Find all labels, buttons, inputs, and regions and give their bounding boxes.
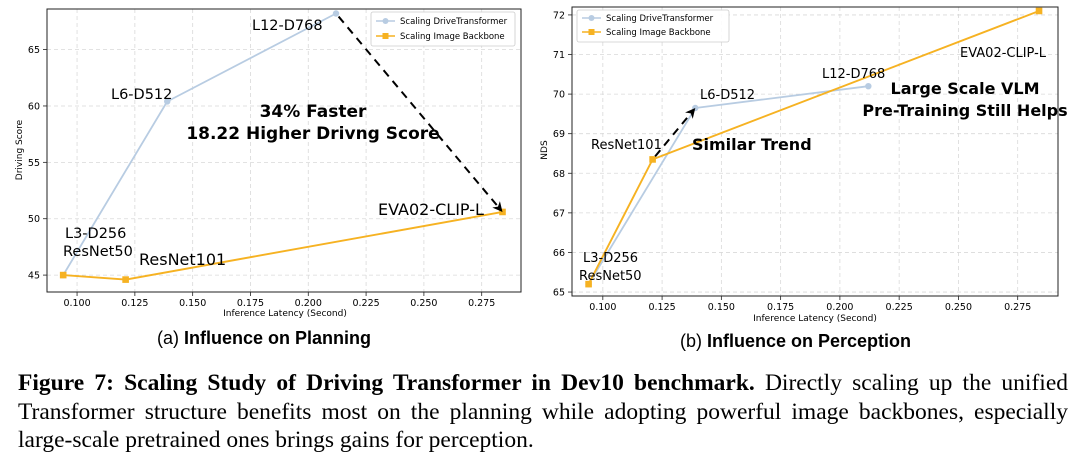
perception-ytick-label: 69 — [553, 129, 565, 140]
planning-xtick-label: 0.225 — [352, 298, 379, 309]
perception-arrow — [654, 107, 696, 157]
perception-backbone-point — [585, 280, 592, 288]
perception-xlabel: Inference Latency (Second) — [753, 314, 877, 324]
perception-label-resnet101: ResNet101 — [591, 138, 662, 153]
perception-ytick-label: 70 — [553, 90, 565, 101]
caption-label: Figure 7: — [18, 370, 125, 396]
caption-title: Scaling Study of Driving Transformer in … — [124, 370, 755, 396]
perception-subcaption-prefix: (b) — [680, 331, 707, 351]
planning-drive-point — [164, 98, 171, 105]
caption-body: Directly scaling up the unified Transfor… — [18, 370, 1068, 453]
planning-plot-frame — [46, 8, 522, 293]
perception-legend-backbone-marker — [588, 29, 595, 35]
planning-legend-backbone-marker — [382, 33, 389, 39]
planning-ytick-label: 60 — [28, 101, 40, 112]
perception-subcaption-title: Influence on Perception — [707, 331, 911, 351]
planning-label-l12-d768: L12-D768 — [252, 18, 323, 34]
perception-xtick-label: 0.125 — [648, 302, 675, 313]
figure-caption: Figure 7: Scaling Study of Driving Trans… — [18, 369, 1068, 455]
planning-xtick-label: 0.175 — [237, 298, 264, 309]
planning-label-l6-d512: L6-D512 — [111, 87, 172, 103]
perception-backbone-point — [1035, 7, 1043, 15]
perception-legend-drive-marker — [588, 15, 595, 21]
perception-label-l12-d768: L12-D768 — [822, 67, 885, 82]
perception-ytick-label: 71 — [553, 50, 565, 61]
planning-subcaption-prefix: (a) — [157, 328, 184, 348]
planning-backbone-point — [59, 271, 67, 279]
perception-label-l3-d256: L3-D256 — [583, 251, 638, 266]
perception-xtick-label: 0.250 — [945, 302, 972, 313]
planning-arrow — [337, 15, 503, 212]
planning-legend-box — [370, 11, 516, 47]
perception-ticks: 0.100 0.125 0.150 0.175 0.200 0.225 0.250 0.275… — [553, 10, 1031, 313]
perception-ytick-label: 65 — [553, 288, 565, 299]
perception-drive-point — [865, 82, 872, 90]
planning-xtick-label: 0.150 — [179, 298, 206, 309]
planning-legend-drive-marker — [382, 18, 389, 24]
planning-xlabel: Inference Latency (Second) — [223, 309, 347, 319]
planning-subcaption: (a) Influence on Planning — [157, 328, 371, 348]
planning-xtick-label: 0.100 — [63, 298, 90, 309]
planning-xtick-label: 0.250 — [410, 298, 437, 309]
planning-label-resnet101: ResNet101 — [139, 250, 226, 269]
planning-series — [62, 12, 503, 281]
planning-xtick-label: 0.275 — [468, 298, 495, 309]
perception-annotation-pretraining: Pre-Training Still Helps — [862, 101, 1067, 120]
perception-ylabel: NDS — [540, 140, 550, 160]
perception-xtick-label: 0.175 — [767, 302, 794, 313]
planning-ytick-label: 45 — [28, 271, 40, 282]
planning-chart: 0.100 0.125 0.150 0.175 0.200 0.225 0.250 0.275… — [15, 8, 522, 348]
planning-legend-backbone-label: Scaling Image Backbone — [400, 32, 505, 42]
perception-annotation-vlm: Large Scale VLM — [891, 79, 1040, 98]
perception-annotation-similar: Similar Trend — [692, 135, 812, 154]
perception-label-resnet50: ResNet50 — [579, 269, 642, 284]
planning-subcaption-title: Influence on Planning — [184, 328, 371, 348]
perception-chart: 0.100 0.125 0.150 0.175 0.200 0.225 0.250 0.275… — [540, 6, 1068, 351]
planning-backbone-point — [499, 208, 506, 216]
planning-legend: Scaling DriveTransformer Scaling Image B… — [370, 11, 516, 47]
perception-backbone-point — [649, 156, 656, 163]
planning-ytick-label: 50 — [28, 214, 40, 225]
planning-legend-drive-label: Scaling DriveTransformer — [400, 17, 508, 27]
planning-backbone-point — [122, 276, 129, 283]
planning-label-resnet50: ResNet50 — [63, 244, 133, 260]
planning-annotation-faster: 34% Faster — [260, 102, 367, 122]
planning-xtick-label: 0.200 — [295, 298, 322, 309]
perception-ytick-label: 66 — [553, 248, 565, 259]
planning-ylabel: Driving Score — [15, 119, 25, 180]
planning-xtick-label: 0.125 — [121, 298, 148, 309]
perception-markers — [585, 7, 1043, 288]
planning-markers — [59, 10, 506, 283]
perception-legend: Scaling DriveTransformer Scaling Image B… — [576, 9, 730, 43]
planning-ytick-label: 65 — [28, 45, 40, 56]
perception-legend-drive-label: Scaling DriveTransformer — [606, 14, 714, 24]
planning-ticks: 0.100 0.125 0.150 0.175 0.200 0.225 0.250 0.275… — [28, 45, 495, 309]
planning-label-eva02: EVA02-CLIP-L — [378, 200, 484, 219]
planning-annotation-score: 18.22 Higher Drivng Score — [186, 124, 439, 144]
perception-xtick-label: 0.100 — [589, 302, 616, 313]
perception-legend-backbone-label: Scaling Image Backbone — [606, 28, 711, 38]
perception-xtick-label: 0.225 — [886, 302, 913, 313]
planning-label-l3-d256: L3-D256 — [65, 226, 126, 242]
planning-drive-point — [332, 10, 340, 17]
perception-ytick-label: 68 — [553, 169, 565, 180]
perception-xtick-label: 0.150 — [708, 302, 735, 313]
perception-legend-box — [576, 9, 730, 43]
perception-ytick-label: 67 — [553, 208, 565, 219]
perception-xtick-label: 0.200 — [826, 302, 853, 313]
planning-ytick-label: 55 — [28, 158, 40, 169]
perception-plot-frame — [571, 6, 1059, 297]
perception-ytick-label: 72 — [553, 10, 565, 21]
perception-subcaption: (b) Influence on Perception — [680, 331, 911, 351]
perception-label-l6-d512: L6-D512 — [700, 88, 755, 103]
perception-xtick-label: 0.275 — [1004, 302, 1031, 313]
planning-grid — [47, 9, 521, 292]
perception-label-eva02: EVA02-CLIP-L — [960, 46, 1047, 61]
